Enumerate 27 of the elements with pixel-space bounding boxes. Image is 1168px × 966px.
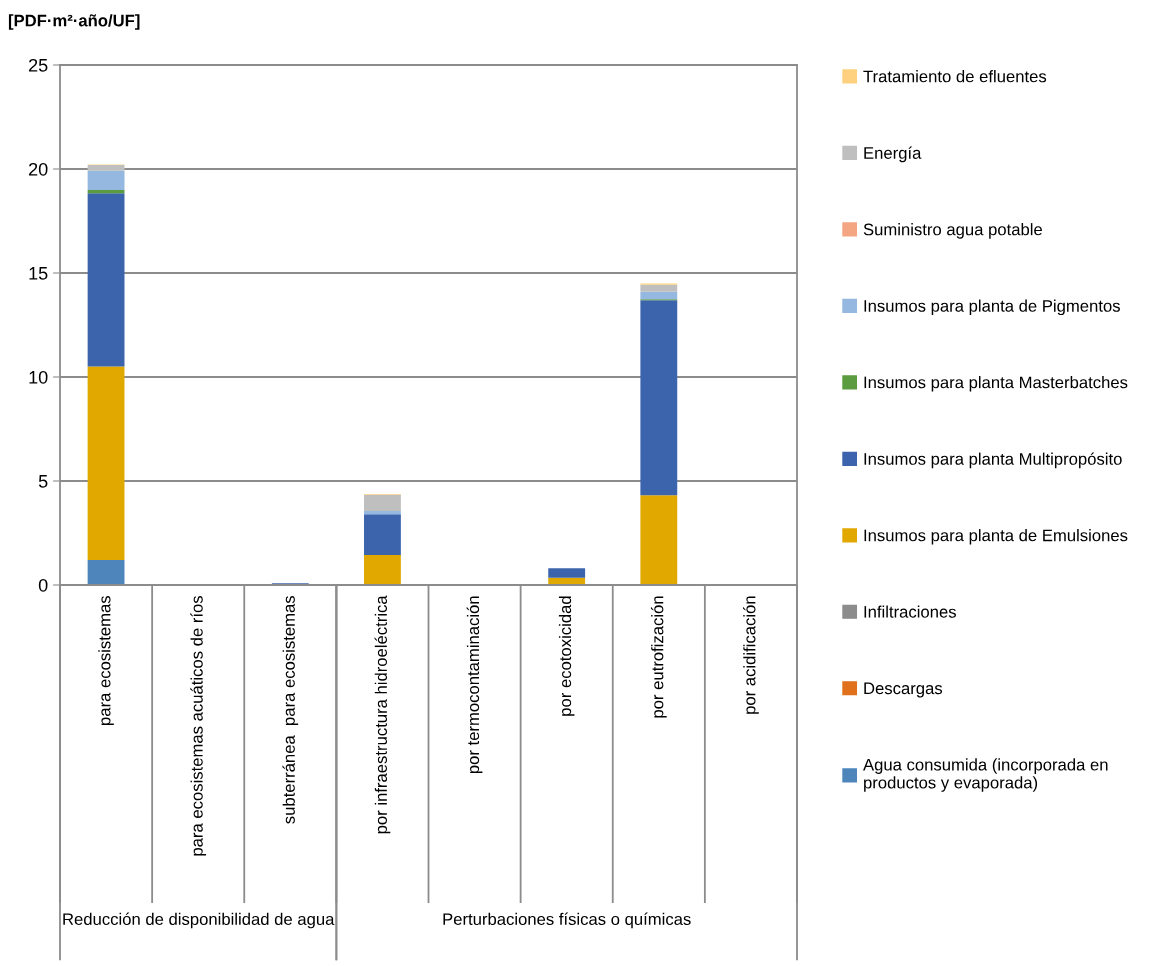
- legend-label: Agua consumida (incorporada en productos y evaporada): [863, 758, 1108, 792]
- y-tick-label: 5: [38, 475, 48, 488]
- y-tick-label: 15: [29, 267, 48, 280]
- legend-label: Descargas: [864, 682, 943, 698]
- x-tick-label: por eutrofización: [650, 596, 667, 718]
- legend-label: Insumos para planta Multipropósito: [864, 452, 1122, 469]
- x-tick-label: para ecosistemas acuáticos de ríos: [190, 595, 207, 856]
- x-tick-label: por termocontaminación: [466, 596, 483, 774]
- legend-label: Tratamiento de efluentes: [863, 70, 1047, 83]
- x-tick-label: por infraestructura hidroeléctrica: [374, 595, 391, 834]
- y-tick-label: 0: [38, 578, 48, 592]
- text: Reducción de disponibilidad de agua: [63, 912, 335, 929]
- y-tick-label: 25: [29, 58, 48, 72]
- text: Perturbaciones físicas o químicas: [443, 912, 691, 929]
- x-tick-label: para ecosistemas: [98, 595, 114, 725]
- y-tick-label: 10: [29, 370, 48, 384]
- legend-label: Suministro agua potable: [863, 223, 1042, 239]
- x-tick-label: subterránea para ecosistemas: [282, 595, 299, 824]
- legend-label: Insumos para planta de Pigmentos: [864, 299, 1120, 316]
- y-axis-title: [PDF·m²·año/UF]: [8, 14, 140, 30]
- legend-label: Insumos para planta de Emulsiones: [864, 529, 1128, 545]
- legend-label: Energía: [864, 146, 922, 163]
- x-tick-label: por ecotoxicidad: [558, 596, 575, 716]
- y-tick-label: 20: [29, 162, 48, 176]
- legend-label: Infiltraciones: [864, 605, 956, 618]
- x-tick-label: por acidificación: [743, 596, 759, 714]
- legend-label: Insumos para planta Masterbatches: [864, 376, 1128, 392]
